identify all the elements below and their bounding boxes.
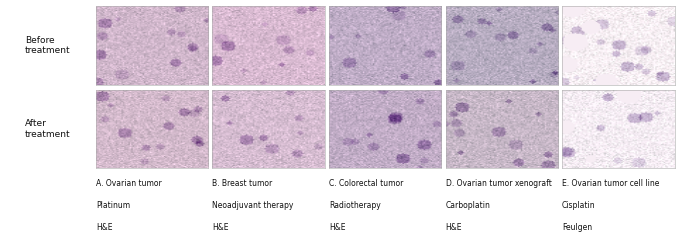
Text: B. Breast tumor: B. Breast tumor xyxy=(212,179,273,188)
Text: Before
treatment: Before treatment xyxy=(24,36,71,55)
Text: Neoadjuvant therapy: Neoadjuvant therapy xyxy=(212,201,294,210)
Text: E. Ovarian tumor cell line: E. Ovarian tumor cell line xyxy=(562,179,660,188)
Text: H&E: H&E xyxy=(212,223,229,232)
Text: H&E: H&E xyxy=(329,223,345,232)
Text: D. Ovarian tumor xenograft: D. Ovarian tumor xenograft xyxy=(445,179,551,188)
Text: After
treatment: After treatment xyxy=(24,119,71,139)
Text: H&E: H&E xyxy=(96,223,112,232)
Text: Platinum: Platinum xyxy=(96,201,130,210)
Text: Cisplatin: Cisplatin xyxy=(562,201,596,210)
Text: A. Ovarian tumor: A. Ovarian tumor xyxy=(96,179,162,188)
Text: Radiotherapy: Radiotherapy xyxy=(329,201,381,210)
Text: Feulgen: Feulgen xyxy=(562,223,592,232)
Text: C. Colorectal tumor: C. Colorectal tumor xyxy=(329,179,403,188)
Text: H&E: H&E xyxy=(445,223,462,232)
Text: Carboplatin: Carboplatin xyxy=(445,201,490,210)
